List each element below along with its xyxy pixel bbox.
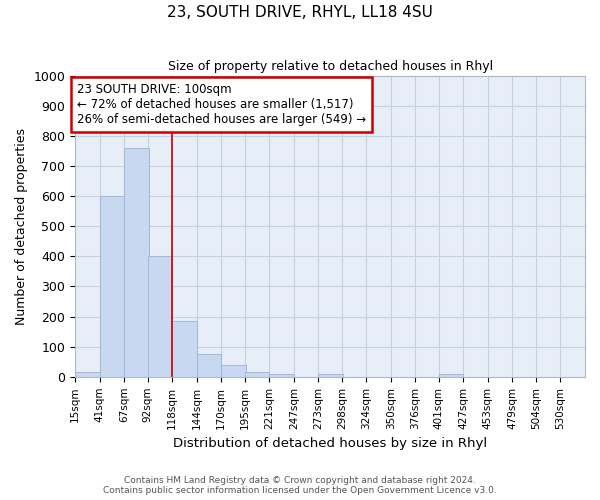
Bar <box>318 374 343 377</box>
X-axis label: Distribution of detached houses by size in Rhyl: Distribution of detached houses by size … <box>173 437 487 450</box>
Bar <box>124 148 149 377</box>
Text: Contains HM Land Registry data © Crown copyright and database right 2024.
Contai: Contains HM Land Registry data © Crown c… <box>103 476 497 495</box>
Bar <box>245 372 269 377</box>
Text: 23, SOUTH DRIVE, RHYL, LL18 4SU: 23, SOUTH DRIVE, RHYL, LL18 4SU <box>167 5 433 20</box>
Title: Size of property relative to detached houses in Rhyl: Size of property relative to detached ho… <box>167 60 493 73</box>
Bar <box>75 372 100 377</box>
Y-axis label: Number of detached properties: Number of detached properties <box>15 128 28 324</box>
Text: 23 SOUTH DRIVE: 100sqm
← 72% of detached houses are smaller (1,517)
26% of semi-: 23 SOUTH DRIVE: 100sqm ← 72% of detached… <box>77 83 366 126</box>
Bar <box>148 256 172 377</box>
Bar <box>439 374 463 377</box>
Bar <box>221 365 246 377</box>
Bar <box>197 354 221 377</box>
Bar <box>172 321 197 377</box>
Bar <box>269 374 294 377</box>
Bar <box>100 196 124 377</box>
